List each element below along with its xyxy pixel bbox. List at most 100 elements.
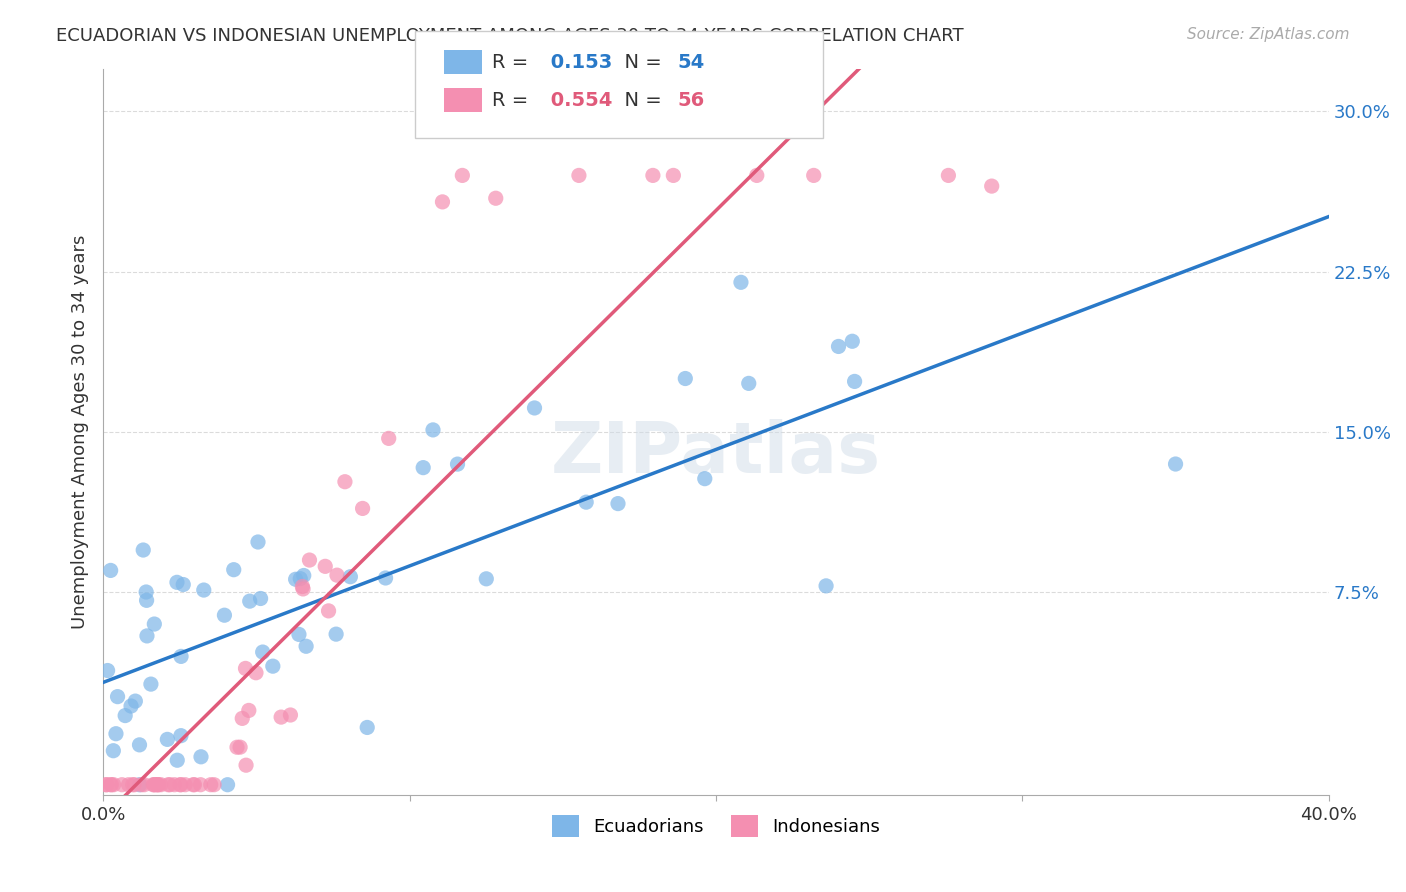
Point — [422, 423, 444, 437]
Point — [124, 778, 146, 792]
Point — [143, 778, 166, 792]
Point — [134, 778, 156, 792]
Point — [129, 778, 152, 792]
Point — [143, 778, 166, 792]
Point — [446, 457, 468, 471]
Text: 0.153: 0.153 — [544, 53, 613, 72]
Point — [139, 677, 162, 691]
Point — [104, 727, 127, 741]
Point — [193, 582, 215, 597]
Point — [693, 472, 716, 486]
Point — [239, 594, 262, 608]
Point — [169, 778, 191, 792]
Point — [738, 376, 761, 391]
Point — [170, 778, 193, 792]
Point — [575, 495, 598, 509]
Point — [607, 497, 630, 511]
Text: 0.554: 0.554 — [544, 91, 613, 111]
Point — [97, 664, 120, 678]
Text: N =: N = — [612, 91, 668, 111]
Point — [121, 778, 143, 792]
Point — [333, 475, 356, 489]
Point — [149, 778, 172, 792]
Point — [673, 371, 696, 385]
Point — [217, 778, 239, 792]
Point — [841, 334, 863, 349]
Point — [980, 179, 1002, 194]
Point — [183, 778, 205, 792]
Point — [339, 570, 361, 584]
Point — [146, 778, 169, 792]
Point — [222, 563, 245, 577]
Point — [745, 169, 768, 183]
Point — [128, 778, 150, 792]
Point — [157, 778, 180, 792]
Point — [815, 579, 838, 593]
Y-axis label: Unemployment Among Ages 30 to 34 years: Unemployment Among Ages 30 to 34 years — [72, 235, 89, 629]
Point — [280, 708, 302, 723]
Text: 56: 56 — [678, 91, 704, 111]
Point — [124, 694, 146, 708]
Point — [325, 627, 347, 641]
Point — [290, 572, 312, 586]
Point — [235, 661, 257, 675]
Text: ECUADORIAN VS INDONESIAN UNEMPLOYMENT AMONG AGES 30 TO 34 YEARS CORRELATION CHAR: ECUADORIAN VS INDONESIAN UNEMPLOYMENT AM… — [56, 27, 965, 45]
Point — [156, 732, 179, 747]
Point — [202, 778, 225, 792]
Point — [142, 778, 165, 792]
Point — [288, 627, 311, 641]
Point — [166, 753, 188, 767]
Point — [432, 194, 454, 209]
Point — [146, 778, 169, 792]
Point — [803, 169, 825, 183]
Point — [96, 778, 118, 792]
Point — [229, 740, 252, 755]
Point — [295, 640, 318, 654]
Point — [159, 778, 181, 792]
Point — [170, 649, 193, 664]
Point — [136, 629, 159, 643]
Point — [314, 559, 336, 574]
Point — [111, 778, 134, 792]
Point — [938, 169, 960, 183]
Point — [827, 339, 849, 353]
Point — [238, 703, 260, 717]
Point — [172, 577, 194, 591]
Point — [96, 778, 118, 792]
Point — [641, 169, 664, 183]
Text: N =: N = — [612, 53, 668, 72]
Point — [291, 579, 314, 593]
Point — [245, 665, 267, 680]
Point — [117, 778, 139, 792]
Point — [200, 778, 222, 792]
Point — [292, 582, 315, 596]
Point — [844, 375, 866, 389]
Point — [252, 645, 274, 659]
Point — [284, 572, 307, 586]
Point — [135, 585, 157, 599]
Point — [143, 617, 166, 632]
Point — [148, 778, 170, 792]
Point — [231, 711, 253, 725]
Point — [326, 568, 349, 582]
Point — [100, 778, 122, 792]
Point — [451, 169, 474, 183]
Point — [190, 778, 212, 792]
Point — [475, 572, 498, 586]
Point — [132, 543, 155, 558]
Point — [166, 575, 188, 590]
Point — [128, 738, 150, 752]
Point — [523, 401, 546, 415]
Point — [412, 460, 434, 475]
Point — [377, 431, 399, 445]
Point — [485, 191, 508, 205]
Point — [181, 778, 204, 792]
Text: R =: R = — [492, 53, 534, 72]
Point — [662, 169, 685, 183]
Text: Source: ZipAtlas.com: Source: ZipAtlas.com — [1187, 27, 1350, 42]
Point — [270, 710, 292, 724]
Point — [318, 604, 340, 618]
Point — [103, 778, 125, 792]
Point — [246, 535, 269, 549]
Point — [107, 690, 129, 704]
